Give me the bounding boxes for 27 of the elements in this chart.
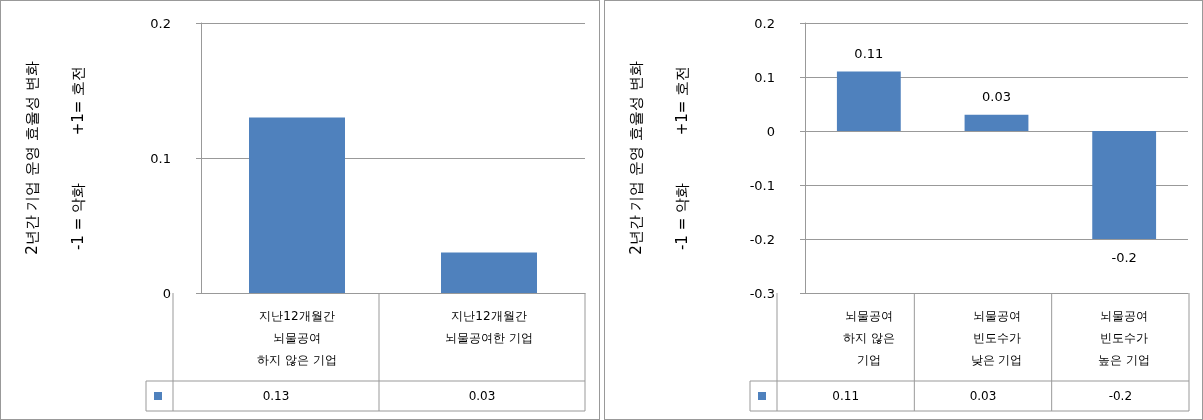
bar — [836, 71, 901, 131]
y-tick-label: -0.2 — [749, 231, 775, 247]
x-tick-label: 뇌물공여 빈도수가 높은 기업 — [1098, 309, 1151, 367]
x-tick-label: 뇌물공여 빈도수가 낮은 기업 — [970, 309, 1023, 367]
y-tick-label: 0.1 — [754, 69, 775, 85]
y-tick-label: 0.2 — [150, 15, 171, 31]
x-tick-label: 뇌물공여 하지 않은 기업 — [842, 309, 895, 367]
data-label: -0.2 — [1108, 389, 1133, 403]
annotation: 0.11 — [854, 45, 884, 61]
data-label: 0.03 — [468, 389, 496, 403]
bar — [1092, 131, 1157, 239]
text: 2년간 기업 운영 효율성 변화 -1 = 악화 +1= 호전 — [627, 61, 691, 255]
data-label: 0.13 — [262, 389, 290, 403]
x-tick-label: 지난12개월간 뇌물공여 하지 않은 기업 — [257, 309, 337, 367]
y-tick-label: 0 — [766, 123, 775, 139]
y-tick-label: -0.3 — [749, 285, 775, 301]
x-tick-label: 지난12개월간 뇌물공여한 기업 — [445, 309, 533, 345]
bar — [964, 114, 1029, 131]
annotation: -0.2 — [1111, 250, 1137, 265]
data-label: 0.03 — [969, 389, 997, 403]
y-tick-label: 0 — [162, 285, 171, 301]
data-label: 0.11 — [832, 389, 860, 403]
y-tick-label: -0.1 — [749, 177, 775, 193]
y-tick-label: 0.1 — [150, 150, 171, 166]
y-tick-label: 0.2 — [754, 15, 775, 31]
text: 2년간 기업 운영 효율성 변화 -1 = 악화 +1= 호전 — [23, 61, 87, 255]
annotation: 0.03 — [982, 88, 1011, 104]
